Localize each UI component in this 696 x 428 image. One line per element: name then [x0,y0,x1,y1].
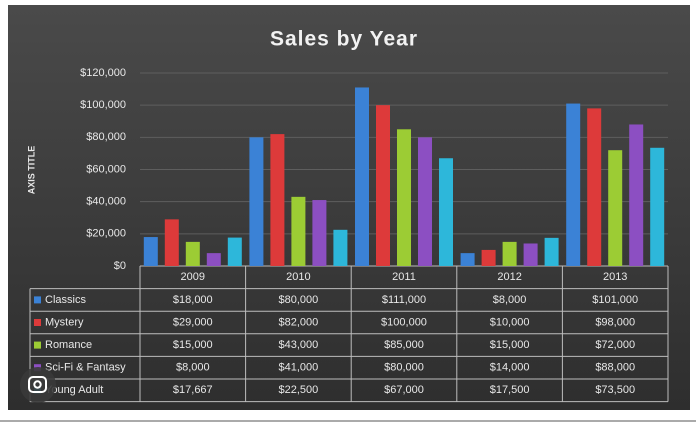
table-value: $82,000 [279,316,319,328]
y-tick-label: $40,000 [86,196,126,208]
y-tick-label: $20,000 [86,228,126,240]
table-value: $101,000 [592,294,638,306]
legend-label: Young Adult [45,384,103,396]
table-value: $14,000 [490,362,530,374]
x-tick-label: 2013 [603,271,627,283]
table-value: $85,000 [384,339,424,351]
bar [227,237,242,266]
bar [439,158,453,266]
table-value: $8,000 [176,362,210,374]
lens-icon-dot [33,380,42,389]
table-value: $73,500 [595,384,635,396]
legend-key [34,296,41,304]
y-tick-label: $80,000 [86,131,126,143]
y-axis-title: AXIS TITLE [26,146,36,195]
table-value: $17,500 [490,384,530,396]
bar [460,253,475,266]
bar [333,229,348,266]
legend-label: Mystery [45,316,84,328]
x-tick-label: 2011 [392,271,416,283]
x-tick-label: 2009 [181,271,205,283]
bar [650,147,665,266]
table-value: $98,000 [595,316,635,328]
table-value: $15,000 [490,339,530,351]
bar [376,105,390,267]
table-value: $100,000 [381,316,427,328]
x-tick-label: 2012 [497,271,521,283]
bar [206,253,221,266]
y-tick-label: $120,000 [80,67,126,79]
bar [629,124,644,266]
bar [270,134,285,266]
bar [523,243,538,266]
legend-label: Classics [45,294,86,306]
bar [312,200,327,266]
bar [185,241,200,266]
table-value: $41,000 [279,362,319,374]
legend-key [34,319,41,326]
table-value: $17,667 [173,384,213,396]
table-value: $80,000 [384,362,424,374]
bar [164,219,179,266]
legend-key [34,341,41,349]
bar [291,196,306,266]
table-value: $80,000 [279,294,319,306]
bar [418,137,432,266]
bar [544,237,559,266]
bar [249,137,264,266]
bar [355,87,369,266]
y-tick-label: $0 [114,260,126,272]
table-value: $10,000 [490,316,530,328]
table-value: $29,000 [173,316,213,328]
bar [587,108,602,266]
bar [481,249,496,266]
table-value: $8,000 [493,294,527,306]
legend-label: Romance [45,339,92,351]
table-value: $88,000 [595,362,635,374]
table-value: $15,000 [173,339,213,351]
y-tick-label: $100,000 [80,99,126,111]
legend-label: Sci-Fi & Fantasy [45,362,126,374]
lens-icon [28,376,47,393]
table-value: $22,500 [279,384,319,396]
bar [397,129,411,266]
chart-title: Sales by Year [270,28,418,51]
x-tick-label: 2010 [286,271,310,283]
bar [608,150,623,266]
table-value: $72,000 [595,339,635,351]
bar [566,103,581,266]
table-value: $111,000 [382,294,426,306]
table-value: $67,000 [384,384,424,396]
y-tick-label: $60,000 [86,163,126,175]
lens-icon-bg [20,367,56,403]
table-value: $43,000 [279,339,319,351]
bar [502,241,517,266]
bar [143,237,158,266]
table-value: $18,000 [173,294,213,306]
